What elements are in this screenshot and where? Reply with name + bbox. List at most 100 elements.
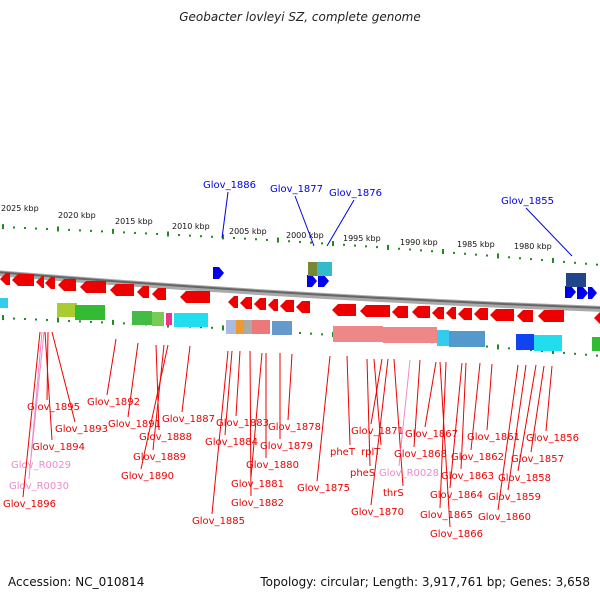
lower-tick: [508, 347, 510, 350]
scale-tick: [90, 229, 92, 232]
gene-label-reverse: Glov_1860: [478, 512, 531, 523]
forward-gene-arrow: [565, 286, 576, 298]
lower-tick: [222, 325, 224, 331]
rna-label: Glov_R0029: [11, 460, 71, 471]
lower-tick: [321, 333, 323, 336]
lower-tick: [574, 352, 576, 355]
reverse-gene-arrow: [458, 308, 472, 320]
scale-tick: [376, 246, 378, 249]
feature-bar: [75, 305, 105, 320]
feature-bar: [152, 312, 164, 326]
leader-line: [127, 342, 139, 418]
reverse-gene-arrow: [110, 284, 134, 296]
leader-line: [106, 338, 117, 396]
gene-label-reverse: Glov_1858: [498, 473, 551, 484]
gene-label-reverse: Glov_1896: [3, 499, 56, 510]
scale-tick: [35, 227, 37, 230]
leader-line: [449, 362, 463, 489]
lower-tick: [200, 326, 202, 329]
leader-line: [28, 331, 43, 480]
reverse-gene-arrow: [332, 304, 356, 316]
scale-tick: [574, 261, 576, 264]
scale-label: 2015 kbp: [115, 217, 153, 226]
gene-label-reverse: Glov_1890: [121, 471, 174, 482]
gene-label-reverse: Glov_1895: [27, 402, 80, 413]
scale-tick: [398, 247, 400, 250]
scale-label: 1980 kbp: [514, 242, 552, 251]
feature-bar: [534, 335, 562, 351]
gene-label-reverse: Glov_1867: [405, 429, 458, 440]
scale-tick: [332, 241, 334, 247]
scale-tick: [475, 253, 477, 256]
leader-line: [181, 345, 191, 413]
leader-line: [152, 344, 165, 451]
scale-tick: [266, 238, 268, 241]
gene-label-reverse: pheS: [350, 468, 375, 479]
gene-label-forward: Glov_1876: [329, 188, 382, 199]
reverse-gene-arrow: [0, 273, 10, 285]
leader-line: [235, 350, 241, 417]
reverse-gene-arrow: [137, 286, 149, 298]
leader-line: [366, 358, 371, 467]
leader-line: [517, 364, 537, 472]
scale-tick: [585, 262, 587, 265]
scale-label: 2010 kbp: [172, 222, 210, 231]
lower-tick: [46, 318, 48, 321]
lower-tick: [497, 344, 499, 350]
scale-tick: [541, 259, 543, 262]
scale-tick: [530, 258, 532, 261]
scale-tick: [233, 237, 235, 240]
gene-label-reverse: Glov_1882: [231, 498, 284, 509]
gene-label-reverse: Glov_1870: [351, 507, 404, 518]
reverse-gene-arrow: [36, 276, 44, 288]
lower-tick: [2, 315, 4, 321]
scale-tick: [420, 249, 422, 252]
reverse-gene-arrow: [538, 310, 564, 322]
lower-tick: [211, 326, 213, 329]
gene-label-reverse: Glov_1891: [108, 419, 161, 430]
feature-bar: [226, 320, 238, 334]
feature-bar: [592, 337, 600, 351]
reverse-gene-arrow: [296, 301, 310, 313]
lower-tick: [79, 320, 81, 323]
lower-tick: [112, 319, 114, 325]
leader-line: [460, 362, 467, 470]
feature-bar: [437, 330, 449, 346]
lower-tick: [552, 348, 554, 354]
lower-tick: [123, 322, 125, 325]
feature-bar: [449, 331, 485, 347]
scale-tick: [442, 249, 444, 255]
gene-label-reverse: Glov_1893: [55, 424, 108, 435]
feature-bar: [566, 273, 586, 287]
gene-label-reverse: Glov_1857: [511, 454, 564, 465]
scale-tick: [354, 244, 356, 247]
lower-tick: [310, 332, 312, 335]
reverse-gene-arrow: [490, 309, 514, 321]
forward-gene-arrow: [588, 287, 597, 299]
leader-line: [530, 365, 545, 453]
reverse-gene-arrow: [152, 288, 166, 300]
scale-tick: [112, 228, 114, 234]
leader-line: [221, 191, 229, 239]
scale-tick: [24, 227, 26, 230]
scale-tick: [244, 237, 246, 240]
leader-line: [155, 344, 160, 431]
gene-label-reverse: Glov_1864: [430, 490, 483, 501]
scale-tick: [552, 257, 554, 263]
leader-line: [486, 363, 493, 431]
scale-label: 1990 kbp: [400, 238, 438, 247]
gene-label-reverse: Glov_1866: [430, 529, 483, 540]
gene-label-reverse: Glov_1861: [467, 432, 520, 443]
gene-label-reverse: Glov_1863: [441, 471, 494, 482]
leader-line: [249, 350, 252, 497]
scale-tick: [79, 229, 81, 232]
lower-tick: [486, 345, 488, 348]
scale-tick: [365, 245, 367, 248]
scale-tick: [156, 232, 158, 235]
feature-bar: [333, 326, 383, 342]
reverse-gene-arrow: [446, 307, 456, 319]
scale-tick: [508, 256, 510, 259]
scale-label: 2005 kbp: [229, 227, 267, 236]
feature-bar: [132, 311, 152, 325]
lower-tick: [101, 321, 103, 324]
